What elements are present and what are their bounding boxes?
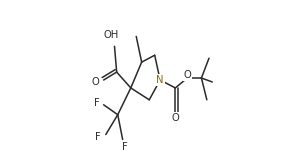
Text: F: F	[95, 132, 101, 143]
Text: O: O	[183, 70, 191, 80]
Text: O: O	[171, 113, 179, 123]
Text: O: O	[91, 77, 99, 87]
Text: OH: OH	[104, 30, 119, 40]
Text: F: F	[122, 142, 128, 152]
Text: N: N	[157, 75, 164, 85]
Text: F: F	[94, 98, 100, 108]
